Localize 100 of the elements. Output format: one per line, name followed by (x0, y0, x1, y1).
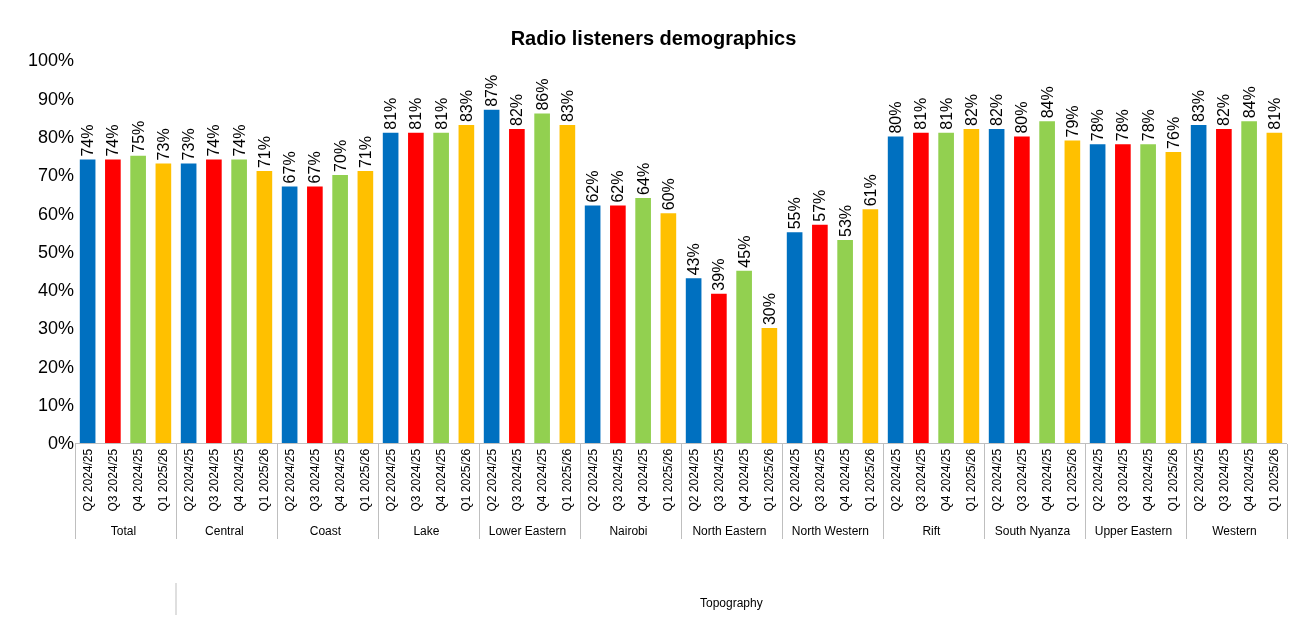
bar (812, 224, 828, 443)
x-tick-label: South Nyanza (994, 524, 1071, 539)
bar (382, 132, 399, 443)
bar (559, 125, 576, 443)
text: Q2 2024/25 (888, 448, 903, 512)
x-tick-label: Central (205, 524, 244, 539)
bar (887, 136, 904, 443)
y-tick-label: 40% (37, 280, 74, 301)
text: Q1 2025/26 (964, 448, 979, 512)
text: Q3 2024/25 (1115, 448, 1130, 512)
text: Q2 2024/25 (1191, 448, 1206, 512)
data-label: 83% (558, 90, 576, 123)
bar (913, 132, 929, 443)
bar (1266, 132, 1283, 443)
y-tick-label: 10% (37, 395, 74, 415)
text: Q2 2024/25 (484, 448, 499, 512)
data-label: 70% (331, 139, 349, 172)
data-label: 80% (1013, 101, 1031, 134)
data-label: 82% (962, 93, 980, 126)
text: Q3 2024/25 (206, 448, 221, 512)
data-label: 81% (912, 97, 930, 130)
bar (130, 155, 146, 443)
text: Q1 2025/26 (358, 448, 373, 512)
data-label: 78% (1139, 109, 1157, 142)
data-label: 76% (1164, 116, 1182, 149)
data-label: 43% (685, 243, 703, 276)
bar (761, 328, 778, 443)
text: Q1 2025/26 (1166, 448, 1181, 512)
data-label: 78% (1114, 109, 1132, 142)
text: Q3 2024/25 (711, 448, 726, 512)
data-label: 67% (281, 151, 299, 184)
text: Q1 2025/26 (1065, 448, 1080, 512)
text: Q1 2025/26 (762, 448, 777, 512)
x-tick-label: Coast (309, 524, 342, 539)
bar (281, 186, 298, 443)
text: Q3 2024/25 (105, 448, 120, 512)
text: Q1 2025/26 (661, 448, 676, 512)
bar (660, 213, 677, 443)
bar (483, 109, 500, 443)
data-label: 84% (1240, 86, 1258, 119)
data-label: 81% (937, 97, 955, 130)
data-label: 53% (836, 204, 854, 238)
data-label: 60% (659, 178, 677, 211)
bar (837, 240, 853, 443)
bar (206, 159, 222, 443)
x-tick-label: Upper Eastern (1094, 524, 1173, 539)
bar (458, 125, 475, 443)
bar (685, 278, 702, 443)
bar (180, 163, 197, 443)
bar (610, 205, 626, 443)
bar (1165, 151, 1182, 443)
data-label: 84% (1038, 86, 1056, 119)
data-label: 81% (382, 97, 400, 130)
bar (862, 209, 879, 443)
text: Q1 2025/26 (156, 448, 171, 512)
text: Q3 2024/25 (812, 448, 827, 512)
text: Q2 2024/25 (585, 448, 600, 512)
text: Q2 2024/25 (80, 448, 95, 512)
x-tick-label: Total (110, 524, 137, 539)
bar (736, 270, 752, 443)
data-label: 73% (154, 128, 172, 161)
text: Q4 2024/25 (838, 448, 853, 512)
data-label: 82% (1215, 93, 1233, 126)
y-tick-label: 0% (47, 433, 74, 454)
y-tick-label: 60% (37, 203, 74, 224)
bar (357, 171, 374, 443)
bar (1089, 144, 1106, 443)
bar (1064, 140, 1081, 443)
y-tick-label: 90% (37, 88, 74, 109)
text: Q3 2024/25 (1014, 448, 1029, 512)
bar (79, 159, 96, 443)
text: Q2 2024/25 (282, 448, 297, 512)
y-tick-label: 100% (27, 50, 74, 71)
bar (1039, 121, 1055, 443)
data-label: 64% (634, 162, 652, 195)
text: Q4 2024/25 (737, 448, 752, 512)
data-label: 86% (533, 78, 551, 111)
data-label: 57% (811, 189, 829, 222)
y-tick-label: 50% (37, 241, 74, 262)
bar (635, 197, 651, 443)
data-label: 78% (1089, 109, 1107, 142)
data-label: 45% (735, 235, 753, 268)
bar (1241, 121, 1257, 443)
text: Q2 2024/25 (181, 448, 196, 512)
text: Q3 2024/25 (913, 448, 928, 512)
x-tick-label: Lower Eastern (488, 524, 567, 539)
data-label: 81% (407, 97, 425, 130)
text: Q4 2024/25 (1040, 448, 1055, 512)
data-label: 73% (180, 128, 198, 161)
bar (938, 132, 954, 443)
bar (711, 293, 727, 443)
bar (307, 186, 323, 443)
data-label: 79% (1063, 105, 1081, 138)
data-label: 39% (710, 258, 728, 291)
bar (105, 159, 121, 443)
bar (1140, 144, 1156, 443)
text: Q3 2024/25 (307, 448, 322, 512)
data-label: 71% (356, 136, 374, 169)
y-tick-label: 30% (37, 318, 74, 339)
data-label: 55% (786, 197, 804, 230)
